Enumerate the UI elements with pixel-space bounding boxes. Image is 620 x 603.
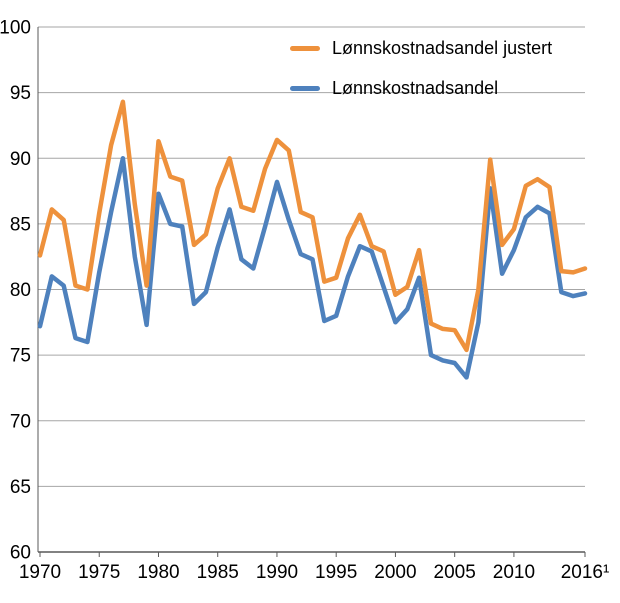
- legend-item-lonnskostnadsandel: Lønnskostnadsandel: [290, 76, 552, 100]
- svg-text:60: 60: [10, 543, 31, 564]
- legend-label-justert: Lønnskostnadsandel justert: [332, 37, 553, 58]
- svg-text:65: 65: [10, 477, 31, 498]
- svg-text:70: 70: [10, 411, 31, 432]
- legend-swatch-orange: [290, 45, 320, 51]
- svg-text:75: 75: [10, 346, 31, 367]
- svg-text:80: 80: [10, 280, 31, 301]
- svg-text:1970: 1970: [19, 562, 61, 583]
- svg-text:1985: 1985: [197, 562, 239, 583]
- svg-text:2005: 2005: [434, 562, 476, 583]
- svg-text:1975: 1975: [78, 562, 120, 583]
- svg-text:1995: 1995: [315, 562, 357, 583]
- legend-label-lonnskostnadsandel: Lønnskostnadsandel: [332, 77, 499, 98]
- chart-legend: Lønnskostnadsandel justert Lønnskostnads…: [290, 36, 552, 116]
- svg-text:95: 95: [10, 83, 31, 104]
- svg-text:100: 100: [0, 18, 31, 39]
- svg-text:85: 85: [10, 214, 31, 235]
- svg-text:2000: 2000: [374, 562, 416, 583]
- legend-swatch-blue: [290, 85, 320, 91]
- legend-item-justert: Lønnskostnadsandel justert: [290, 36, 552, 60]
- svg-text:2016¹: 2016¹: [561, 562, 610, 583]
- svg-text:1990: 1990: [256, 562, 298, 583]
- svg-text:90: 90: [10, 149, 31, 170]
- svg-text:1980: 1980: [137, 562, 179, 583]
- svg-text:2010: 2010: [493, 562, 535, 583]
